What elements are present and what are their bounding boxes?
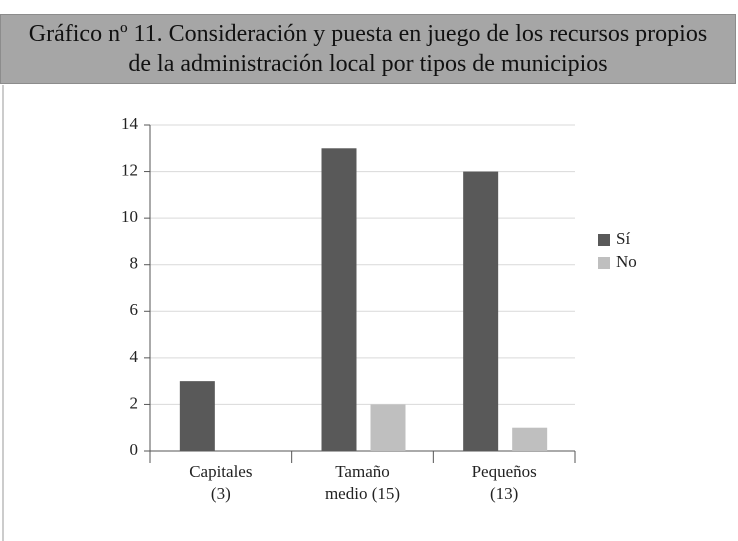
x-tick-label: Capitales: [189, 462, 252, 481]
x-tick-label: (13): [490, 484, 518, 503]
bar: [179, 381, 215, 451]
legend-swatch: [598, 234, 610, 246]
y-tick-label: 6: [130, 300, 139, 319]
x-tick-label: Tamaño: [335, 462, 390, 481]
y-tick-label: 4: [130, 347, 139, 366]
y-tick-label: 12: [121, 160, 138, 179]
bar: [321, 148, 357, 452]
x-tick-label: medio (15): [325, 484, 400, 503]
chart-title: Gráfico nº 11. Consideración y puesta en…: [0, 14, 736, 84]
bar: [512, 427, 548, 451]
bar: [463, 171, 499, 452]
legend-swatch: [598, 257, 610, 269]
y-tick-label: 2: [130, 393, 139, 412]
y-tick-label: 8: [130, 254, 139, 273]
y-tick-label: 10: [121, 207, 138, 226]
legend-label: No: [616, 252, 637, 271]
x-tick-label: Pequeños: [472, 462, 537, 481]
x-tick-label: (3): [211, 484, 231, 503]
y-tick-label: 14: [121, 114, 139, 133]
bar: [370, 404, 406, 451]
legend-label: Sí: [616, 229, 630, 248]
y-tick-label: 0: [130, 440, 139, 459]
